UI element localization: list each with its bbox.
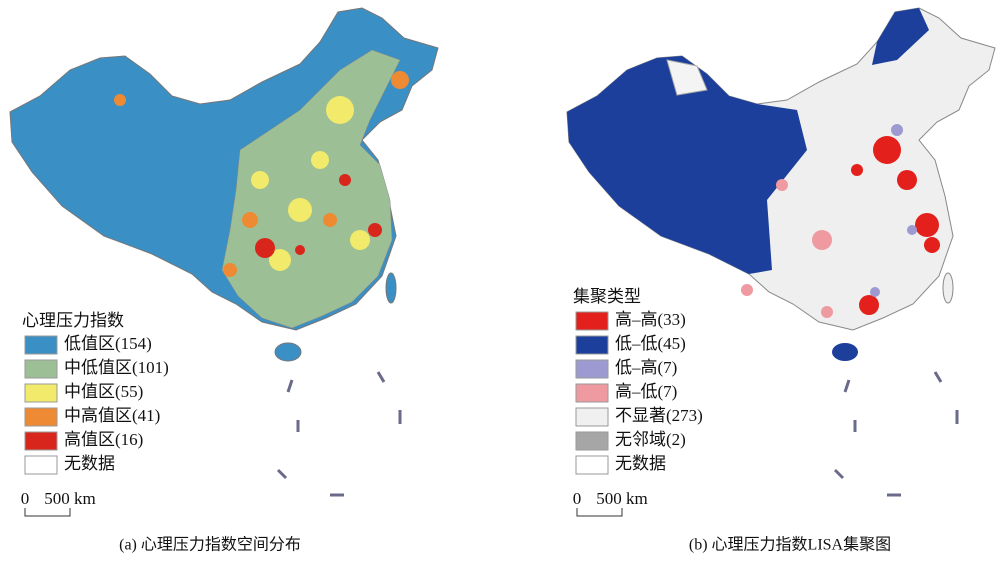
legend-swatch — [24, 431, 58, 451]
scale-bar — [24, 508, 71, 517]
legend-swatch — [24, 335, 58, 355]
scale-end: 500 km — [596, 489, 647, 508]
legend-label: 中低值区(101) — [64, 358, 169, 377]
legend-swatch — [575, 359, 609, 379]
legend-label: 无数据 — [64, 454, 115, 473]
legend-swatch — [575, 431, 609, 451]
legend-swatch — [575, 311, 609, 331]
legend-swatch — [24, 407, 58, 427]
map-b — [566, 7, 996, 497]
legend-swatch — [575, 407, 609, 427]
legend-swatch — [24, 359, 58, 379]
legend-label: 中高值区(41) — [64, 406, 160, 425]
scale-end: 500 km — [44, 489, 95, 508]
caption: (b) 心理压力指数LISA集聚图 — [689, 536, 891, 554]
legend-swatch — [575, 335, 609, 355]
scale-bar — [576, 508, 623, 517]
legend-label: 低–高(7) — [615, 358, 677, 377]
legend-title: 集聚类型 — [573, 287, 641, 306]
legend-swatch — [575, 455, 609, 475]
legend-label: 无邻域(2) — [615, 430, 686, 449]
legend-label: 低–低(45) — [615, 334, 686, 353]
legend-label: 中值区(55) — [64, 382, 143, 401]
legend-swatch — [575, 383, 609, 403]
legend-label: 无数据 — [615, 454, 666, 473]
legend-swatch — [24, 383, 58, 403]
legend-swatch — [24, 455, 58, 475]
legend-title: 心理压力指数 — [22, 311, 124, 330]
scale-start: 0 — [573, 489, 582, 508]
caption: (a) 心理压力指数空间分布 — [119, 536, 301, 554]
legend-label: 高–低(7) — [615, 382, 677, 401]
map-a — [9, 7, 439, 497]
legend-label: 高–高(33) — [615, 310, 686, 329]
legend-label: 高值区(16) — [64, 430, 143, 449]
legend-label: 不显著(273) — [615, 406, 703, 425]
legend-label: 低值区(154) — [64, 334, 152, 353]
scale-start: 0 — [21, 489, 30, 508]
